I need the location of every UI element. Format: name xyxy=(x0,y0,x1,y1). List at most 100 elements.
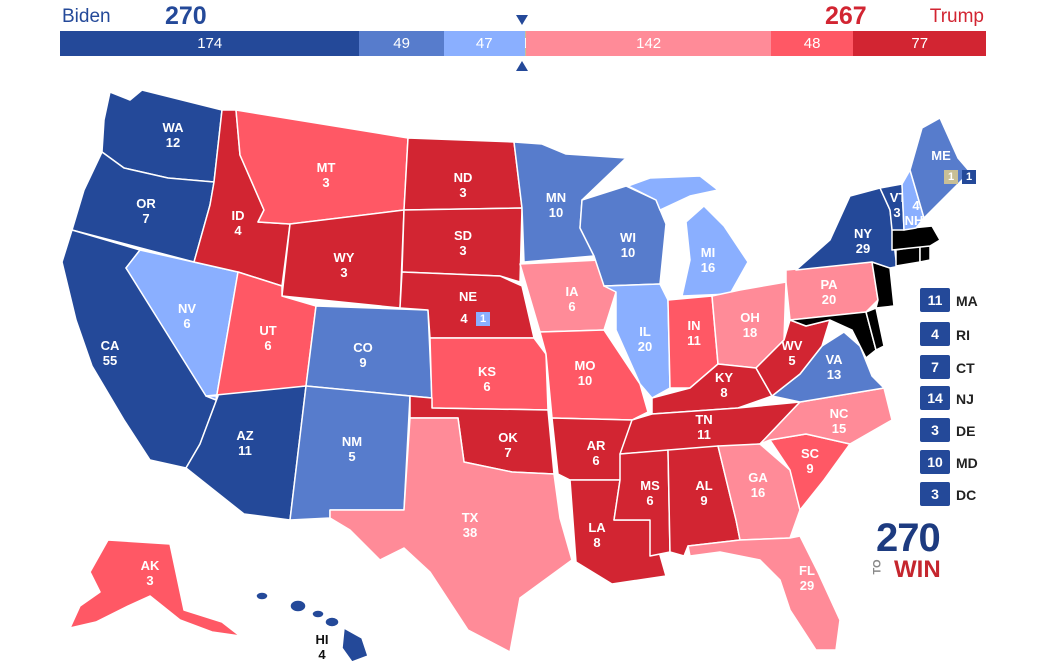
bar-segment-safe-d[interactable]: 174 xyxy=(60,31,360,56)
bar-segment-likely-d[interactable]: 49 xyxy=(359,31,444,56)
small-state-nj-label: NJ xyxy=(956,391,974,407)
state-sd[interactable]: SD 3 xyxy=(401,207,523,283)
bar-segment-likely-r[interactable]: 48 xyxy=(770,31,854,56)
svg-text:MS6: MS 6 xyxy=(640,478,660,508)
state-ks[interactable]: KS 6 xyxy=(429,337,549,411)
small-state-ri-ev[interactable]: 4 xyxy=(920,322,950,346)
small-state-md-ev[interactable]: 10 xyxy=(920,450,950,474)
state-ri[interactable] xyxy=(919,245,931,263)
svg-text:KS6: KS 6 xyxy=(478,364,496,394)
svg-text:LA8: LA 8 xyxy=(588,520,606,550)
bar-segment-safe-r[interactable]: 77 xyxy=(853,31,986,56)
svg-text:NV6: NV 6 xyxy=(178,301,196,331)
me-district-split-1[interactable]: 1 xyxy=(944,170,958,184)
state-ga[interactable]: GA 16 xyxy=(717,443,801,541)
state-nm[interactable]: NM 5 xyxy=(289,385,411,521)
state-in[interactable]: IN 11 xyxy=(667,295,719,389)
state-tn[interactable]: TN 11 xyxy=(619,401,801,455)
svg-text:WV5: WV 5 xyxy=(782,338,803,368)
state-oh[interactable]: OH 18 xyxy=(711,281,787,369)
state-hi[interactable]: HI 4 xyxy=(255,591,369,663)
state-co[interactable]: CO 9 xyxy=(305,305,433,399)
svg-text:NE4: NE 4 xyxy=(459,289,477,326)
svg-text:KY8: KY 8 xyxy=(715,370,733,400)
svg-text:AR6: AR 6 xyxy=(587,438,606,468)
bar-segment-lean-r[interactable]: 142 xyxy=(526,31,771,56)
logo-win: WIN xyxy=(894,556,941,583)
svg-text:AL9: AL 9 xyxy=(695,478,712,508)
logo-to: TO xyxy=(871,559,884,575)
ne-district-split[interactable]: 1 xyxy=(476,312,490,326)
svg-text:OK7: OK 7 xyxy=(498,430,518,460)
svg-text:SC9: SC 9 xyxy=(801,446,820,476)
state-nh[interactable]: 4 NH xyxy=(901,169,925,231)
svg-text:MT3: MT 3 xyxy=(317,160,336,190)
electoral-vote-bar: 174 49 47 1 142 48 77 xyxy=(60,31,986,56)
state-vt[interactable]: VT 3 xyxy=(879,183,906,231)
state-mo[interactable]: MO 10 xyxy=(539,329,649,421)
state-nd[interactable]: ND 3 xyxy=(403,137,523,211)
state-pa[interactable]: PA 20 xyxy=(785,261,879,321)
small-state-de-ev[interactable]: 3 xyxy=(920,418,950,442)
state-ma[interactable] xyxy=(891,225,941,251)
trump-name: Trump xyxy=(929,6,984,27)
svg-text:IA6: IA 6 xyxy=(566,284,580,314)
logo-number: 270 xyxy=(876,516,941,560)
state-ak[interactable]: AK 3 xyxy=(69,539,241,637)
small-state-md-label: MD xyxy=(956,455,978,471)
bar-segment-tossup[interactable]: 1 xyxy=(524,31,527,56)
trump-total: 267 xyxy=(825,2,867,30)
biden-name: Biden xyxy=(62,6,111,27)
270towin-logo[interactable]: 270 TO WIN xyxy=(871,516,952,583)
svg-text:ME: ME xyxy=(931,148,951,163)
threshold-marker-bottom-icon xyxy=(516,61,528,71)
state-nc[interactable]: NC 15 xyxy=(759,387,893,445)
svg-text:4NH: 4 NH xyxy=(905,198,924,228)
state-de[interactable] xyxy=(865,307,885,351)
svg-text:ID4: ID 4 xyxy=(232,208,245,238)
small-state-ct-label: CT xyxy=(956,360,975,376)
threshold-marker-top-icon xyxy=(516,15,528,25)
state-me[interactable]: ME xyxy=(909,117,971,219)
state-mi-up[interactable] xyxy=(627,175,719,211)
svg-text:ND3: ND 3 xyxy=(454,170,473,200)
state-fl[interactable]: FL 29 xyxy=(687,535,841,651)
state-mi[interactable]: MI 16 xyxy=(681,205,749,297)
svg-text:HI4: HI 4 xyxy=(316,632,329,662)
svg-text:CO9: CO 9 xyxy=(353,340,373,370)
bar-segment-lean-d[interactable]: 47 xyxy=(443,31,525,56)
svg-text:SD3: SD 3 xyxy=(454,228,472,258)
svg-text:AK3: AK 3 xyxy=(141,558,160,588)
state-sc[interactable]: SC 9 xyxy=(769,433,851,511)
small-state-dc-label: DC xyxy=(956,487,977,503)
state-wy[interactable]: WY 3 xyxy=(281,209,405,309)
small-state-ct-ev[interactable]: 7 xyxy=(920,355,950,379)
svg-text:OR7: OR 7 xyxy=(136,196,156,226)
state-ia[interactable]: IA 6 xyxy=(519,259,617,333)
state-ms[interactable]: MS 6 xyxy=(613,449,671,557)
small-state-nj-ev[interactable]: 14 xyxy=(920,386,950,410)
me-district-split-2[interactable]: 1 xyxy=(962,170,976,184)
small-state-ma-label: MA xyxy=(956,293,978,309)
state-tx[interactable]: TX 38 xyxy=(329,417,573,653)
small-state-ma-ev[interactable]: 11 xyxy=(920,288,950,312)
small-state-dc-ev[interactable]: 3 xyxy=(920,482,950,506)
